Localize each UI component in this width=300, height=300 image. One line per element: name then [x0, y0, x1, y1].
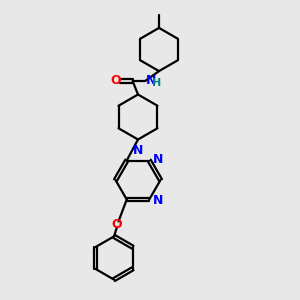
Text: N: N	[133, 144, 143, 157]
Text: N: N	[153, 194, 164, 207]
Text: H: H	[152, 77, 161, 88]
Text: N: N	[153, 152, 164, 166]
Text: O: O	[111, 74, 122, 88]
Text: N: N	[146, 74, 156, 87]
Text: O: O	[112, 218, 122, 232]
